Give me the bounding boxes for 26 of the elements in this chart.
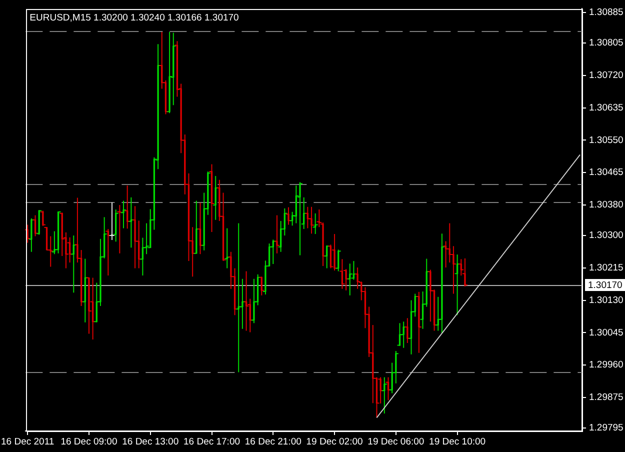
y-tick-label: 1.30045 — [589, 327, 624, 338]
x-tick-label: 16 Dec 2011 — [1, 436, 54, 448]
x-tick-label: 16 Dec 09:00 — [60, 436, 118, 448]
y-tick-label: 1.30720 — [589, 70, 624, 82]
y-tick-label: 1.30805 — [589, 38, 624, 49]
x-tick-label: 19 Dec 10:00 — [429, 436, 486, 448]
ref-line-label: 1.30170 — [588, 280, 622, 292]
x-tick-label: 16 Dec 21:00 — [244, 436, 302, 448]
chart-title: EURUSD,M15 1.30200 1.30240 1.30166 1.30170 — [30, 12, 239, 24]
y-tick-label: 1.30550 — [589, 134, 624, 146]
y-tick-label: 1.29960 — [589, 360, 624, 371]
x-tick-label: 16 Dec 17:00 — [183, 436, 240, 448]
x-tick-label: 19 Dec 02:00 — [306, 436, 363, 448]
y-tick-label: 1.29875 — [589, 392, 624, 404]
y-tick-label: 1.30215 — [589, 262, 624, 274]
y-tick-label: 1.30885 — [589, 7, 624, 18]
candlestick — [42, 210, 44, 226]
y-tick-label: 1.29795 — [589, 422, 624, 434]
candlestick — [38, 209, 40, 236]
y-tick-label: 1.30465 — [589, 167, 624, 178]
y-tick-label: 1.30130 — [589, 294, 624, 306]
y-tick-label: 1.30300 — [589, 230, 624, 242]
x-tick-label: 19 Dec 06:00 — [368, 436, 424, 448]
y-tick-label: 1.30380 — [589, 200, 624, 211]
x-tick-label: 16 Dec 13:00 — [122, 436, 179, 448]
y-tick-label: 1.30635 — [589, 102, 624, 114]
